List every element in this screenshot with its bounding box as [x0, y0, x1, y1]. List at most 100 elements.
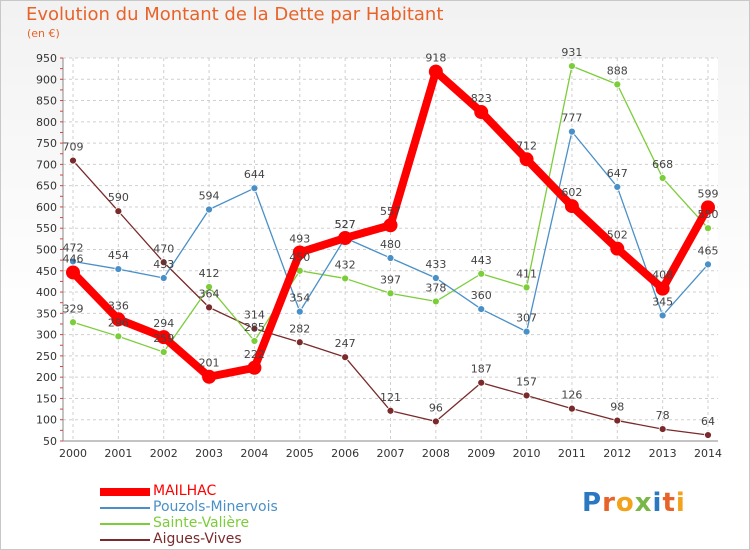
data-label: 408 — [652, 269, 673, 282]
data-label: 599 — [698, 187, 719, 200]
data-label: 823 — [471, 92, 492, 105]
data-point — [655, 281, 670, 296]
data-point — [341, 353, 350, 362]
data-label: 187 — [471, 363, 492, 376]
data-label: 450 — [289, 251, 310, 264]
data-point — [156, 330, 171, 345]
data-label: 247 — [335, 337, 356, 350]
logo-letter: r — [602, 488, 616, 518]
legend-swatch — [100, 507, 150, 509]
axes: 50 100 150 200 250 300 350 400 450 500 550 600 650 70… — [36, 52, 722, 460]
legend-swatch — [100, 488, 150, 496]
data-label: 557 — [380, 205, 401, 218]
data-label: 336 — [108, 299, 129, 312]
data-point — [519, 152, 534, 167]
data-point — [205, 205, 213, 214]
legend-label: MAILHAC — [153, 483, 217, 499]
x-tick-label: 2006 — [331, 447, 359, 460]
data-point — [341, 274, 350, 283]
data-label: 314 — [244, 309, 265, 322]
data-label: 432 — [335, 258, 356, 271]
data-label: 888 — [607, 64, 628, 77]
data-label: 201 — [199, 357, 220, 370]
data-label: 602 — [561, 186, 582, 199]
y-tick-label: 400 — [36, 286, 57, 299]
data-point — [383, 218, 398, 233]
data-label: 157 — [516, 375, 537, 388]
y-tick-label: 450 — [36, 265, 57, 278]
data-point — [477, 269, 486, 278]
y-tick-label: 800 — [36, 116, 57, 129]
data-point — [704, 224, 712, 233]
x-tick-label: 2012 — [603, 447, 631, 460]
data-point — [386, 406, 395, 415]
data-label: 96 — [429, 401, 443, 414]
data-point — [658, 311, 667, 320]
data-point — [386, 254, 395, 262]
data-label: 222 — [244, 348, 265, 361]
x-tick-label: 2007 — [377, 447, 405, 460]
data-label: 590 — [108, 191, 129, 204]
data-point — [69, 318, 77, 327]
data-labels: 709 590 470 364 314 282 247 121 96 187 157 126 98 78 6… — [63, 46, 719, 428]
data-point — [250, 324, 259, 333]
data-point — [159, 348, 168, 356]
data-label: 282 — [289, 322, 310, 335]
data-point — [474, 105, 489, 120]
data-point — [111, 312, 126, 327]
data-label: 98 — [610, 401, 624, 414]
data-label: 329 — [63, 302, 84, 315]
y-tick-label: 950 — [36, 52, 57, 65]
data-point — [477, 378, 486, 387]
y-tick-label: 200 — [36, 371, 57, 384]
data-label: 465 — [698, 244, 719, 257]
data-point — [250, 337, 259, 345]
data-label: 470 — [153, 242, 174, 255]
data-label: 918 — [425, 52, 446, 65]
data-label: 777 — [561, 112, 582, 125]
data-point — [568, 62, 576, 70]
data-label: 411 — [516, 267, 537, 280]
x-tick-label: 2009 — [467, 447, 495, 460]
data-label: 472 — [63, 241, 84, 254]
data-label: 502 — [607, 229, 628, 242]
y-tick-label: 900 — [36, 73, 57, 86]
data-label: 397 — [380, 273, 401, 286]
data-label: 78 — [656, 409, 670, 422]
y-tick-label: 150 — [36, 392, 57, 405]
data-point — [69, 156, 77, 165]
y-tick-label: 50 — [43, 435, 57, 448]
legend-label: Pouzols-Minervois — [153, 499, 278, 515]
data-label: 454 — [108, 249, 129, 262]
data-point — [613, 80, 622, 89]
x-tick-label: 2010 — [513, 447, 541, 460]
data-label: 644 — [244, 168, 265, 181]
logo-letter: P — [582, 488, 603, 518]
data-point — [431, 274, 440, 282]
series-layer — [66, 62, 715, 439]
data-label: 493 — [289, 232, 310, 245]
data-label: 294 — [153, 317, 174, 330]
legend-label: Sainte-Valière — [153, 515, 250, 531]
data-label: 480 — [380, 238, 401, 251]
data-point — [295, 338, 304, 347]
x-tick-label: 2003 — [195, 447, 223, 460]
x-tick-label: 2013 — [649, 447, 677, 460]
data-point — [613, 416, 622, 425]
logo-letter: x — [634, 488, 653, 518]
x-tick-label: 2011 — [558, 447, 586, 460]
data-point — [205, 303, 213, 312]
data-label: 412 — [199, 267, 220, 280]
data-point — [250, 184, 259, 193]
data-point — [431, 297, 440, 306]
grid — [63, 57, 718, 442]
data-label: 364 — [199, 287, 220, 300]
data-label: 709 — [63, 141, 84, 154]
data-label: 354 — [289, 292, 310, 305]
logo-letter: i — [675, 488, 686, 518]
data-point — [522, 391, 531, 400]
data-point — [477, 305, 486, 313]
data-label: 121 — [380, 391, 401, 404]
logo-letter: i — [652, 488, 663, 518]
